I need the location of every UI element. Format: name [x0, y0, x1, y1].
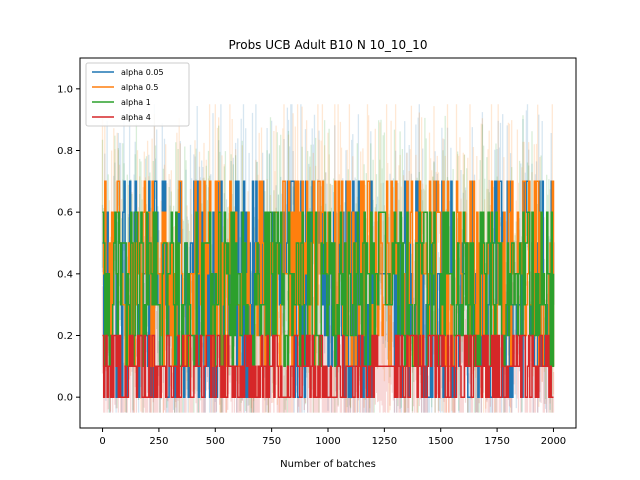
x-tick-label: 0 — [99, 436, 105, 447]
chart-title: Probs UCB Adult B10 N 10_10_10 — [229, 38, 428, 52]
legend-box — [85, 62, 190, 127]
series-line-4 — [102, 334, 554, 398]
x-tick-label: 1250 — [372, 436, 397, 447]
x-tick-label: 750 — [262, 436, 281, 447]
x-tick-label: 250 — [149, 436, 168, 447]
x-tick-label: 500 — [206, 436, 225, 447]
y-tick-label: 1.0 — [57, 84, 73, 95]
y-tick-label: 0.0 — [57, 393, 73, 404]
legend-label-4: alpha 4 — [121, 113, 151, 122]
legend: alpha 0.05 alpha 0.5 alpha 1 alpha 4 — [85, 62, 190, 127]
y-tick-label: 0.6 — [57, 208, 73, 219]
x-tick-label: 1500 — [428, 436, 453, 447]
plot-area — [101, 104, 555, 413]
x-axis-label: Number of batches — [280, 459, 376, 470]
legend-label-2: alpha 0.5 — [121, 83, 158, 92]
series-lines — [102, 180, 555, 398]
x-tick-label: 1000 — [315, 436, 340, 447]
y-tick-label: 0.8 — [57, 146, 73, 157]
y-tick-label: 0.2 — [57, 331, 73, 342]
series-line-3 — [102, 211, 555, 368]
y-tick-label: 0.4 — [57, 269, 73, 280]
x-axis: 0 250 500 750 1000 1250 1500 1750 2000 — [99, 428, 566, 447]
x-tick-label: 1750 — [484, 436, 509, 447]
legend-label-3: alpha 1 — [121, 98, 151, 107]
x-tick-label: 2000 — [541, 436, 566, 447]
legend-label-1: alpha 0.05 — [121, 68, 164, 77]
y-axis: 0.0 0.2 0.4 0.6 0.8 1.0 — [57, 84, 80, 404]
